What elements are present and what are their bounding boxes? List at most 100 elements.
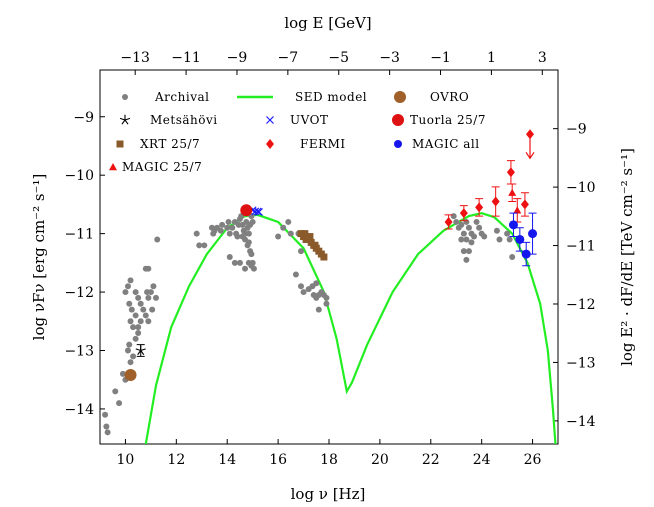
magic-all-point — [508, 220, 518, 230]
legend-label: FERMI — [300, 137, 346, 151]
legend-label: Archival — [154, 90, 209, 104]
archival-point — [130, 324, 137, 331]
archival-point — [287, 230, 294, 237]
legend-swatch — [116, 140, 124, 148]
archival-point — [249, 218, 256, 225]
legend-label: OVRO — [430, 90, 469, 104]
archival-point — [142, 312, 149, 319]
x-tick-label: 20 — [371, 452, 389, 468]
archival-point — [458, 236, 465, 243]
archival-point — [285, 218, 292, 225]
magic25-point — [513, 206, 522, 214]
archival-point — [126, 341, 133, 348]
archival-point — [453, 218, 460, 225]
archival-point — [217, 227, 224, 234]
archival-point — [126, 300, 133, 307]
legend-label: Tuorla 25/7 — [410, 113, 486, 127]
archival-point — [280, 224, 287, 231]
archival-point — [468, 239, 475, 246]
archival-point — [248, 251, 255, 258]
legend-label: XRT 25/7 — [140, 137, 200, 151]
top-tick-label: 1 — [487, 50, 496, 66]
uvot-point — [255, 208, 263, 216]
right-tick-label: −9 — [566, 122, 587, 138]
legend-label: SED model — [295, 90, 367, 104]
archival-point — [137, 318, 144, 325]
archival-point — [128, 306, 135, 313]
archival-point — [150, 283, 157, 290]
top-tick-label: −5 — [328, 50, 349, 66]
right-tick-label: −12 — [566, 297, 596, 313]
fermi-point — [491, 196, 500, 207]
top-tick-label: −3 — [379, 50, 400, 66]
y-tick-label: −10 — [64, 168, 94, 184]
magic-all-point — [528, 229, 538, 239]
archival-point — [460, 230, 467, 237]
archival-point — [132, 289, 139, 296]
archival-point — [140, 306, 147, 313]
top-tick-label: −13 — [120, 50, 150, 66]
legend-label: UVOT — [290, 113, 328, 127]
archival-point — [465, 224, 472, 231]
chart-marks — [102, 129, 557, 444]
archival-point — [506, 236, 513, 243]
right-tick-label: −10 — [566, 180, 596, 196]
archival-point — [103, 423, 110, 430]
archival-point — [476, 224, 483, 231]
left-axis-title: log νFν [erg cm⁻² s⁻¹] — [30, 174, 48, 341]
archival-point — [137, 300, 144, 307]
archival-point — [245, 239, 252, 246]
archival-point — [323, 300, 330, 307]
x-tick-label: 12 — [167, 452, 185, 468]
archival-point — [234, 233, 241, 240]
archival-point — [132, 312, 139, 319]
x-tick-label: 16 — [269, 452, 287, 468]
archival-point — [236, 259, 243, 266]
archival-point — [313, 280, 320, 287]
archival-point — [119, 370, 126, 377]
fermi-point — [444, 216, 453, 227]
archival-point — [135, 324, 142, 331]
archival-point — [315, 306, 322, 313]
archival-point — [122, 289, 129, 296]
archival-point — [152, 294, 159, 301]
x-tick-label: 14 — [218, 452, 236, 468]
archival-point — [229, 224, 236, 231]
archival-point — [112, 388, 119, 395]
xrt-point — [301, 230, 309, 238]
legend-label: MAGIC 25/7 — [122, 160, 202, 174]
archival-point — [130, 353, 137, 360]
archival-point — [460, 248, 467, 255]
archival-point — [463, 256, 470, 263]
archival-point — [473, 218, 480, 225]
archival-point — [196, 242, 203, 249]
archival-point — [127, 359, 134, 366]
fermi-upper-limit-arrow — [525, 138, 535, 160]
archival-point — [504, 230, 511, 237]
archival-point — [463, 236, 470, 243]
magic-all-point — [515, 234, 525, 244]
archival-point — [250, 265, 257, 272]
ovro-point — [124, 369, 137, 382]
fermi-point — [506, 167, 515, 178]
archival-point — [104, 429, 111, 436]
right-axis-title: log E² · dF/dE [TeV cm⁻² s⁻¹] — [618, 148, 636, 366]
legend-swatch — [394, 91, 406, 103]
archival-point — [226, 230, 233, 237]
metsahovi-point — [135, 345, 146, 356]
legend-swatch — [109, 163, 117, 171]
archival-point — [231, 259, 238, 266]
sed-model-line — [144, 212, 557, 444]
archival-point — [124, 347, 131, 354]
fermi-point — [520, 199, 529, 210]
x-tick-label: 24 — [473, 452, 491, 468]
archival-point — [450, 213, 457, 220]
archival-point — [124, 283, 131, 290]
fermi-point — [475, 202, 484, 213]
archival-point — [142, 265, 149, 272]
archival-point — [465, 248, 472, 255]
archival-point — [496, 236, 503, 243]
x-tick-label: 10 — [117, 452, 135, 468]
xrt-point — [311, 241, 319, 249]
